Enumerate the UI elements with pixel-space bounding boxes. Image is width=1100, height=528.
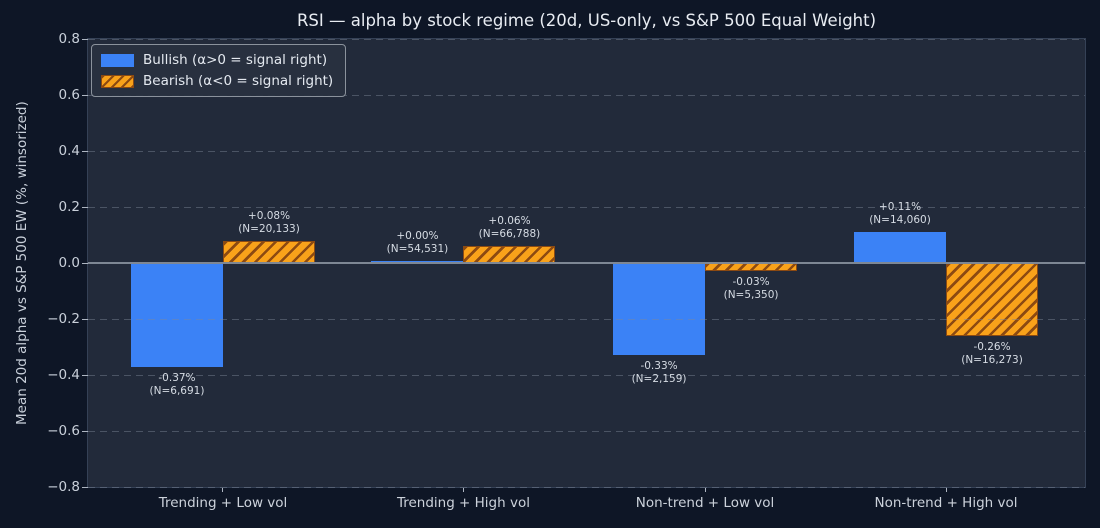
x-tick-mark [704,488,706,492]
bar-bearish-2 [705,263,798,272]
y-tick-mark [82,206,88,208]
gridline [88,486,1085,488]
bar-n-label: (N=54,531) [386,243,449,255]
gridline [88,150,1085,152]
bar-n-label: (N=16,273) [961,353,1023,366]
x-tick-label: Non-trend + High vol [874,495,1018,511]
bar-value-label: -0.03% [732,276,770,289]
bar-value-label: +0.11% [878,201,922,214]
x-tick-label: Trending + Low vol [158,495,288,511]
bar-annotation: -0.03% (N=5,350) [724,276,779,302]
legend-item: Bullish (α>0 = signal right) [101,52,333,68]
x-tick-mark [222,488,224,492]
bar-bearish-0 [222,240,315,263]
legend-swatch-bearish-icon [101,74,134,88]
y-tick-label: −0.4 [47,367,80,383]
legend-item-label: Bearish (α<0 = signal right) [143,73,334,89]
y-tick-mark [82,486,88,488]
plot-area: -0.37% (N=6,691) +0.00% (N=54,531) -0.33% (N=… [88,38,1085,488]
x-tick-mark [462,488,464,492]
chart-title: RSI — alpha by stock regime (20d, US-onl… [296,11,877,30]
y-tick-label: −0.8 [47,479,80,495]
y-tick-label: −0.6 [47,423,80,439]
y-tick-label: −0.2 [47,311,80,327]
y-tick-mark [82,262,88,264]
zero-line [88,262,1085,264]
y-tick-mark [82,374,88,376]
bar-n-label: (N=5,350) [723,289,779,302]
y-tick-mark [82,318,88,320]
bar-bullish-2 [613,263,706,356]
bar-annotation: -0.37% (N=6,691) [150,372,205,398]
bar-value-label: +0.08% [247,209,291,222]
bar-value-label: -0.37% [158,371,196,384]
y-tick-label: 0.4 [58,143,80,159]
legend-item: Bearish (α<0 = signal right) [101,73,333,89]
legend-swatch-bullish-icon [101,53,134,67]
bar-annotation: -0.33% (N=2,159) [632,360,687,386]
bar-bullish-0 [130,263,223,367]
x-tick-label: Non-trend + Low vol [635,495,775,511]
gridline [88,94,1085,96]
bar-bullish-3 [853,232,946,263]
bar-bearish-3 [946,263,1039,336]
bar-bearish-1 [463,246,556,263]
bar-value-label: +0.06% [488,215,531,228]
y-tick-mark [82,38,88,40]
gridline [88,430,1085,432]
gridline [88,206,1085,208]
x-tick-mark [945,488,947,492]
bar-bullish-1 [371,261,464,263]
bar-annotation: +0.11% (N=14,060) [869,201,931,227]
bar-n-label: (N=66,788) [478,228,541,241]
gridline [88,318,1085,320]
y-tick-label: 0.6 [58,87,80,103]
y-tick-label: 0.2 [58,199,80,215]
legend-item-label: Bullish (α>0 = signal right) [143,52,328,68]
bar-n-label: (N=6,691) [149,384,205,397]
gridline [88,374,1085,376]
gridline [88,38,1085,40]
bar-n-label: (N=2,159) [631,373,687,386]
x-tick-label: Trending + High vol [396,495,530,511]
bar-n-label: (N=20,133) [238,222,300,235]
bar-annotation: -0.26% (N=16,273) [961,341,1023,367]
y-tick-label: 0.0 [58,255,80,271]
bar-annotation: +0.08% (N=20,133) [238,210,300,236]
legend: Bullish (α>0 = signal right) Bearish (α<0… [91,44,347,97]
bar-value-label: +0.00% [396,230,439,242]
y-tick-mark [82,94,88,96]
bar-annotation: +0.06% (N=66,788) [479,215,541,241]
y-tick-mark [82,430,88,432]
bar-value-label: -0.26% [973,340,1011,353]
y-tick-label: 0.8 [58,31,80,47]
bar-n-label: (N=14,060) [869,214,931,227]
bar-annotation: +0.00% (N=54,531) [387,230,449,256]
y-tick-mark [82,150,88,152]
bar-value-label: -0.33% [640,360,678,373]
